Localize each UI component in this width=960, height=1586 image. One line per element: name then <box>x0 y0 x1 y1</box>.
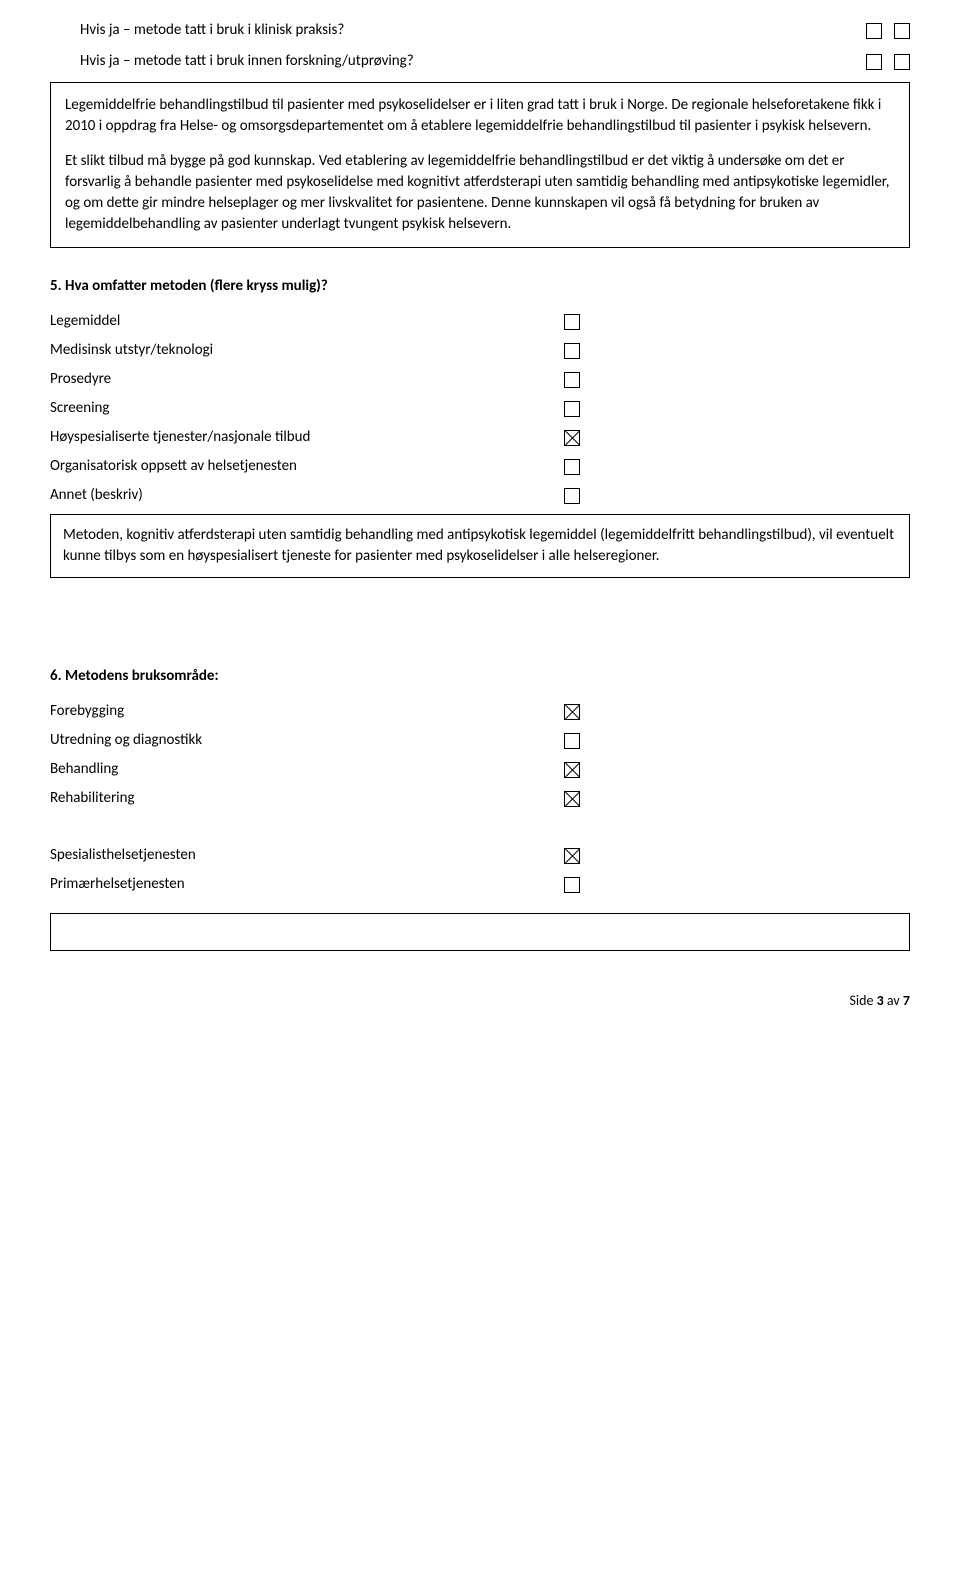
checkbox[interactable] <box>564 459 580 475</box>
option-row: Annet (beskriv) <box>50 485 580 506</box>
option-row: Prosedyre <box>50 369 580 390</box>
option-row: Rehabilitering <box>50 788 580 809</box>
option-row: Forebygging <box>50 701 580 722</box>
checkbox-no[interactable] <box>894 54 910 70</box>
option-row: Høyspesialiserte tjenester/nasjonale til… <box>50 427 580 448</box>
checkbox-no[interactable] <box>894 23 910 39</box>
q5-options: Legemiddel Medisinsk utstyr/teknologi Pr… <box>50 311 910 506</box>
footer-total: 7 <box>903 992 910 1009</box>
option-row: Legemiddel <box>50 311 580 332</box>
question-row-research: Hvis ja – metode tatt i bruk innen forsk… <box>80 51 910 72</box>
checkbox-yes[interactable] <box>866 54 882 70</box>
option-label: Medisinsk utstyr/teknologi <box>50 340 564 361</box>
checkbox-yes[interactable] <box>866 23 882 39</box>
q6-group-b: Spesialisthelsetjenesten Primærhelsetjen… <box>50 845 910 895</box>
question-row-clinical: Hvis ja – metode tatt i bruk i klinisk p… <box>80 20 910 41</box>
section-heading-q6: 6. Metodens bruksområde: <box>50 666 910 687</box>
checkbox-pair <box>866 54 910 70</box>
checkbox[interactable] <box>564 762 580 778</box>
option-row: Organisatorisk oppsett av helsetjenesten <box>50 456 580 477</box>
checkbox[interactable] <box>564 430 580 446</box>
option-label: Annet (beskriv) <box>50 485 564 506</box>
checkbox-pair <box>866 23 910 39</box>
option-row: Utredning og diagnostikk <box>50 730 580 751</box>
checkbox[interactable] <box>564 704 580 720</box>
top-question-lines: Hvis ja – metode tatt i bruk i klinisk p… <box>80 20 910 72</box>
checkbox[interactable] <box>564 791 580 807</box>
question-text: Hvis ja – metode tatt i bruk innen forsk… <box>80 51 866 72</box>
q6-group-a: Forebygging Utredning og diagnostikk Beh… <box>50 701 910 809</box>
empty-text-box[interactable] <box>50 913 910 951</box>
checkbox[interactable] <box>564 401 580 417</box>
footer-prefix: Side <box>850 992 877 1009</box>
checkbox[interactable] <box>564 372 580 388</box>
option-label: Organisatorisk oppsett av helsetjenesten <box>50 456 564 477</box>
checkbox[interactable] <box>564 314 580 330</box>
checkbox[interactable] <box>564 733 580 749</box>
option-label: Screening <box>50 398 564 419</box>
page-footer: Side 3 av 7 <box>50 991 910 1011</box>
q5-note-box: Metoden, kognitiv atferdsterapi uten sam… <box>50 514 910 578</box>
question-text: Hvis ja – metode tatt i bruk i klinisk p… <box>80 20 866 41</box>
option-row: Screening <box>50 398 580 419</box>
option-label: Legemiddel <box>50 311 564 332</box>
option-label: Høyspesialiserte tjenester/nasjonale til… <box>50 427 564 448</box>
option-row: Spesialisthelsetjenesten <box>50 845 580 866</box>
option-label: Behandling <box>50 759 564 780</box>
footer-current: 3 <box>877 992 884 1009</box>
info-paragraph: Legemiddelfrie behandlingstilbud til pas… <box>65 95 895 137</box>
info-box: Legemiddelfrie behandlingstilbud til pas… <box>50 82 910 248</box>
option-label: Utredning og diagnostikk <box>50 730 564 751</box>
footer-sep: av <box>884 992 903 1009</box>
option-label: Rehabilitering <box>50 788 564 809</box>
option-label: Prosedyre <box>50 369 564 390</box>
checkbox[interactable] <box>564 877 580 893</box>
checkbox[interactable] <box>564 848 580 864</box>
info-paragraph: Et slikt tilbud må bygge på god kunnskap… <box>65 151 895 235</box>
q5-note-text: Metoden, kognitiv atferdsterapi uten sam… <box>63 526 894 565</box>
option-label: Spesialisthelsetjenesten <box>50 845 564 866</box>
checkbox[interactable] <box>564 343 580 359</box>
section-heading-q5: 5. Hva omfatter metoden (flere kryss mul… <box>50 276 910 297</box>
option-row: Primærhelsetjenesten <box>50 874 580 895</box>
option-row: Medisinsk utstyr/teknologi <box>50 340 580 361</box>
option-row: Behandling <box>50 759 580 780</box>
option-label: Primærhelsetjenesten <box>50 874 564 895</box>
option-label: Forebygging <box>50 701 564 722</box>
checkbox[interactable] <box>564 488 580 504</box>
